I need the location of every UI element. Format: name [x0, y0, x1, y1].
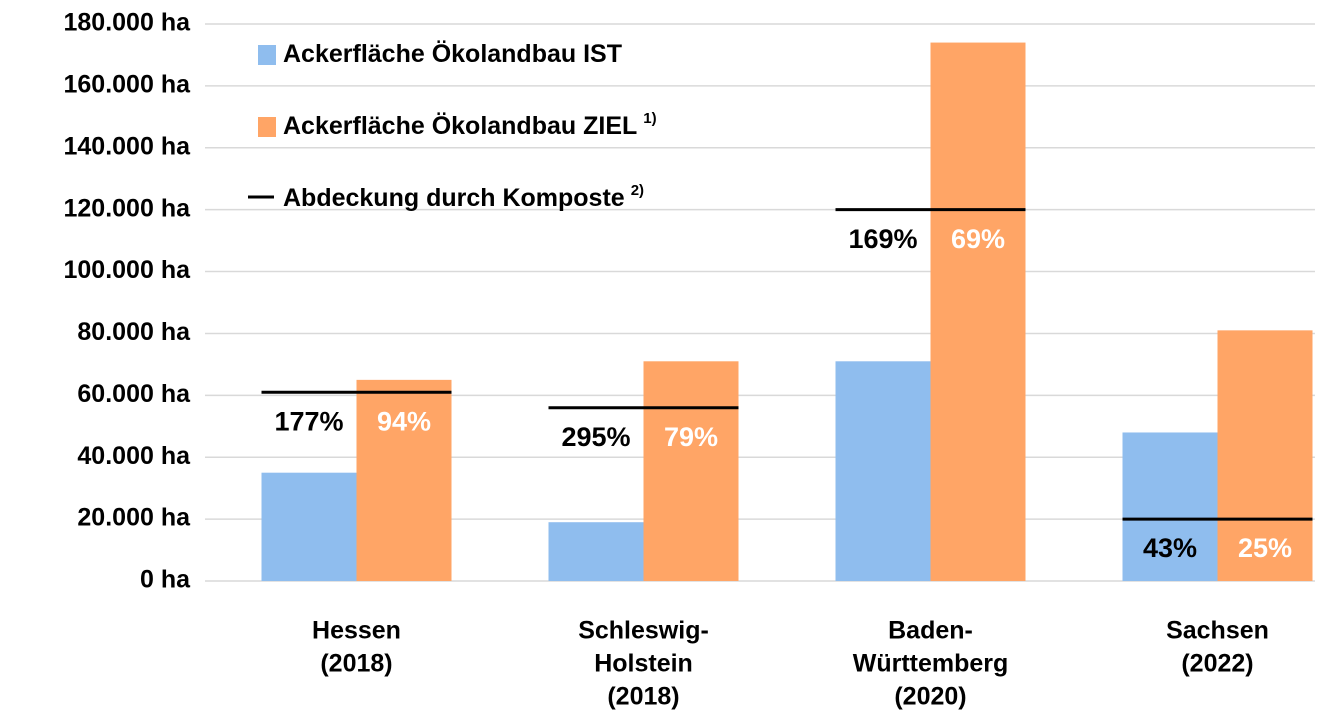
y-tick-label: 140.000 ha	[64, 132, 192, 160]
x-tick-label: (2020)	[894, 683, 966, 711]
x-tick-label: Sachsen	[1166, 617, 1269, 645]
data-label: 43%	[1143, 533, 1197, 563]
y-tick-label: 100.000 ha	[64, 256, 192, 284]
bar	[356, 379, 452, 581]
legend-label: Ackerfläche Ökolandbau IST	[283, 39, 622, 68]
x-tick-label: (2022)	[1181, 650, 1253, 678]
x-tick-label: Hessen	[312, 617, 401, 645]
legend-footnote: 1)	[643, 110, 656, 127]
data-label: 69%	[951, 224, 1005, 254]
y-tick-label: 20.000 ha	[77, 504, 191, 532]
y-tick-label: 60.000 ha	[77, 380, 191, 408]
x-tick-label: Württemberg	[853, 650, 1009, 678]
bar	[548, 522, 644, 581]
legend-footnote: 2)	[631, 182, 644, 199]
data-label: 169%	[848, 224, 917, 254]
bar	[930, 42, 1026, 582]
x-tick-label: Baden-	[888, 617, 973, 645]
data-label: 25%	[1238, 533, 1292, 563]
data-label: 295%	[561, 422, 630, 452]
y-tick-label: 0 ha	[140, 566, 191, 594]
x-tick-label: (2018)	[607, 683, 679, 711]
legend-name: Abdeckung durch Komposte	[283, 184, 625, 212]
legend-marker	[258, 45, 276, 65]
data-label: 94%	[377, 406, 431, 436]
legend-marker	[258, 117, 276, 137]
y-tick-label: 80.000 ha	[77, 318, 191, 346]
legend-label: Ackerfläche Ökolandbau ZIEL 1)	[283, 110, 657, 140]
bar	[1122, 432, 1218, 581]
legend-name: Ackerfläche Ökolandbau IST	[283, 39, 622, 68]
bar	[643, 361, 739, 581]
x-tick-label: (2018)	[320, 650, 392, 678]
x-tick-label: Schleswig-	[578, 617, 709, 645]
y-tick-label: 180.000 ha	[64, 9, 192, 37]
x-tick-label: Holstein	[594, 650, 693, 678]
data-label: 79%	[664, 422, 718, 452]
legend-label: Abdeckung durch Komposte 2)	[283, 182, 644, 212]
y-tick-label: 160.000 ha	[64, 70, 192, 98]
bar	[1217, 330, 1313, 581]
bar	[835, 361, 931, 581]
y-tick-label: 40.000 ha	[77, 442, 191, 470]
y-tick-label: 120.000 ha	[64, 194, 192, 222]
data-label: 177%	[274, 406, 343, 436]
legend-name: Ackerfläche Ökolandbau ZIEL	[283, 111, 637, 140]
bar	[261, 472, 357, 581]
